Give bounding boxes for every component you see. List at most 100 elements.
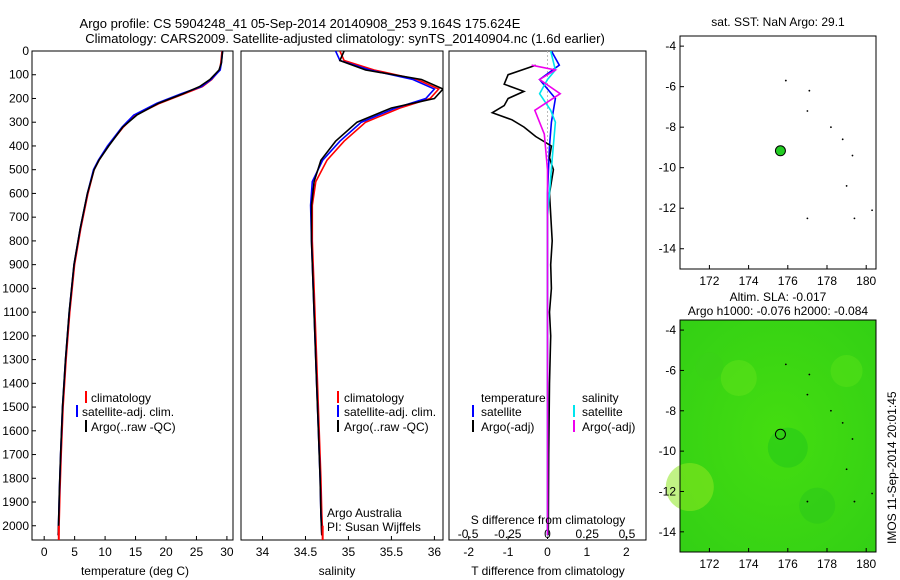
island-point bbox=[841, 138, 844, 141]
island-point bbox=[808, 373, 811, 376]
island-point bbox=[845, 468, 848, 471]
x-tick-label: 10 bbox=[98, 545, 112, 559]
temperature-chart: 0 5 10 15 20 25 30 bbox=[41, 51, 234, 559]
sla-map-title-line2: Argo h1000: -0.076 h2000: -0.084 bbox=[688, 304, 868, 318]
temperature-panel-frame bbox=[31, 50, 234, 541]
legend-title-temperature: temperature bbox=[481, 391, 546, 405]
map-x-tick-label: 178 bbox=[817, 274, 837, 288]
argo-position-marker bbox=[774, 428, 786, 440]
map-y-tick-label: -4 bbox=[665, 39, 676, 53]
map-x-tick-label: 178 bbox=[817, 557, 837, 571]
sla-anomaly-patch bbox=[720, 360, 757, 396]
depth-tick-label: 700 bbox=[9, 210, 29, 224]
depth-axis: 0 100 200 300 400 500 600 700 800 900 1000 1100 1200… bbox=[2, 44, 36, 533]
depth-tick-label: 900 bbox=[9, 258, 29, 272]
map-y-tick-label: -8 bbox=[665, 404, 676, 418]
map-x-tick-label: 180 bbox=[856, 557, 876, 571]
top-x-tick-label: -0.5 bbox=[458, 527, 479, 541]
depth-tick-label: 1800 bbox=[2, 471, 29, 485]
temperature-legend: climatology satellite-adj. clim. Argo(..… bbox=[76, 391, 176, 434]
legend-label-t-satellite: satellite bbox=[481, 405, 522, 419]
series-line-argo-raw-qc- bbox=[57, 51, 224, 536]
island-point bbox=[851, 438, 854, 440]
map-y-tick-label: -8 bbox=[665, 120, 676, 134]
imos-timestamp-label: IMOS 11-Sep-2014 20:01:45 bbox=[885, 391, 899, 544]
series-line-satellite-adj-clim- bbox=[309, 51, 436, 536]
s-difference-axis-label: S difference from climatology bbox=[471, 513, 626, 527]
x-tick-label: 36 bbox=[428, 545, 442, 559]
x-tick-label: -1 bbox=[503, 545, 514, 559]
island-point bbox=[808, 89, 811, 92]
sla-map-frame bbox=[679, 319, 877, 553]
map-x-tick-label: 174 bbox=[739, 274, 759, 288]
pi-label: PI: Susan Wijffels bbox=[327, 520, 421, 534]
x-tick-label: 35.5 bbox=[380, 545, 404, 559]
x-tick-label: 0 bbox=[41, 545, 48, 559]
x-tick-label: 34 bbox=[256, 545, 270, 559]
sst-map-frame bbox=[679, 35, 877, 270]
top-x-tick-label: 0.5 bbox=[619, 527, 636, 541]
legend-label-s-satellite: satellite bbox=[582, 405, 623, 419]
depth-tick-label: 0 bbox=[22, 44, 29, 58]
sla-map: 172 174 176 178 180 -4 -6 -8 -10 -12 -14 bbox=[659, 320, 877, 571]
depth-tick-label: 1600 bbox=[2, 424, 29, 438]
x-tick-label: 1 bbox=[584, 545, 591, 559]
x-tick-label: 5 bbox=[71, 545, 78, 559]
sst-map-title: sat. SST: NaN Argo: 29.1 bbox=[711, 15, 845, 29]
island-point bbox=[841, 421, 844, 424]
difference-temperature-legend: temperature satellite Argo(-adj) bbox=[472, 391, 546, 434]
depth-tick-label: 500 bbox=[9, 163, 29, 177]
island-point bbox=[806, 217, 809, 220]
figure-title-line1: Argo profile: CS 5904248_41 05-Sep-2014 … bbox=[80, 16, 521, 31]
depth-tick-label: 2000 bbox=[2, 519, 29, 533]
legend-label-argo: Argo(..raw -QC) bbox=[91, 420, 176, 434]
sla-anomaly-patch bbox=[830, 355, 863, 388]
sla-anomaly-patch bbox=[695, 352, 724, 381]
legend-label-satellite: satellite-adj. clim. bbox=[344, 405, 436, 419]
island-point bbox=[851, 154, 854, 157]
depth-tick-label: 1200 bbox=[2, 329, 29, 343]
island-point bbox=[871, 492, 873, 495]
top-x-tick-label: 0.25 bbox=[576, 527, 600, 541]
map-x-tick-label: 172 bbox=[699, 557, 719, 571]
depth-tick-label: 800 bbox=[9, 234, 29, 248]
island-point bbox=[806, 500, 809, 503]
depth-tick-label: 1100 bbox=[3, 305, 29, 319]
x-tick-label: 35 bbox=[342, 545, 356, 559]
argo-program-label: Argo Australia bbox=[327, 506, 402, 520]
t-difference-axis-label: T difference from climatology bbox=[471, 564, 625, 578]
series-line-satellite-adj-clim- bbox=[57, 51, 224, 536]
legend-label-climatology: climatology bbox=[91, 391, 151, 405]
salinity-panel-frame bbox=[240, 50, 444, 541]
top-x-tick-label: -0.25 bbox=[494, 527, 522, 541]
sla-anomaly-patch bbox=[767, 427, 808, 468]
island-point bbox=[830, 126, 832, 129]
series-group bbox=[309, 51, 443, 540]
island-point bbox=[784, 363, 787, 366]
x-tick-label: 20 bbox=[159, 545, 173, 559]
map-x-tick-label: 174 bbox=[739, 557, 759, 571]
depth-tick-label: 1300 bbox=[2, 353, 29, 367]
map-y-tick-label: -10 bbox=[659, 161, 677, 175]
legend-title-salinity: salinity bbox=[582, 391, 619, 405]
x-tick-label: 0 bbox=[544, 545, 551, 559]
map-x-tick-label: 180 bbox=[856, 274, 876, 288]
map-x-tick-label: 172 bbox=[699, 274, 719, 288]
island-point bbox=[853, 217, 856, 220]
island-point bbox=[845, 185, 848, 187]
legend-label-climatology: climatology bbox=[344, 391, 404, 405]
x-tick-label: 25 bbox=[190, 545, 204, 559]
depth-tick-label: 1700 bbox=[2, 448, 29, 462]
island-point bbox=[871, 209, 873, 212]
sla-anomaly-patch bbox=[799, 487, 836, 524]
map-x-tick-label: 176 bbox=[778, 557, 798, 571]
series-line-argo-raw-qc- bbox=[310, 51, 443, 536]
depth-tick-label: 400 bbox=[9, 139, 29, 153]
sla-map-title-line1: Altim. SLA: -0.017 bbox=[730, 290, 827, 304]
series-group bbox=[57, 51, 224, 540]
series-line-t-argo-adj- bbox=[490, 64, 555, 536]
difference-chart: -2 -1 0 1 2-0.5 -0.25 0 0.25 0.5 bbox=[458, 51, 636, 559]
legend-label-satellite: satellite-adj. clim. bbox=[82, 405, 174, 419]
map-y-tick-label: -12 bbox=[659, 484, 677, 498]
